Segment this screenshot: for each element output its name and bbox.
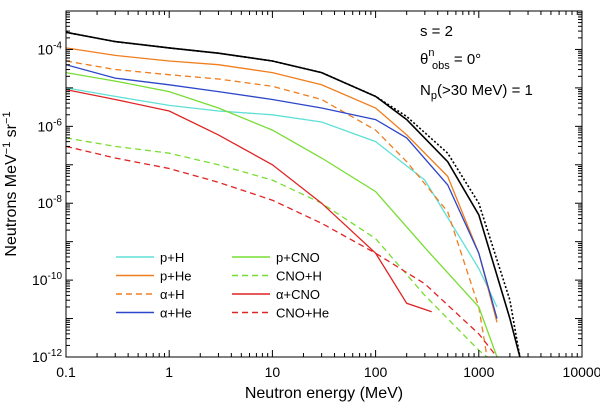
- annotation-theta-sup: n: [428, 47, 434, 59]
- annotation-np-rest: (>30 MeV) = 1: [437, 82, 533, 99]
- y-tick-base: 10: [38, 41, 54, 57]
- legend-label-p-plus-he: p+He: [160, 269, 191, 284]
- y-axis-title-exp2: −1: [1, 111, 13, 124]
- x-tick-label: 10: [265, 364, 281, 380]
- y-tick-label: 10-12: [32, 348, 62, 365]
- y-axis-title: Neutrons MeV−1 sr−1: [1, 111, 20, 256]
- annotation-box: s = 2 θn obs = 0° Np(>30 MeV) = 1: [420, 23, 533, 102]
- y-axis-title-main: Neutrons MeV: [3, 154, 20, 257]
- legend-label-alpha-plus-h: α+H: [160, 287, 185, 302]
- annotation-theta-sub: obs: [432, 60, 450, 72]
- series-line-p-plus-he: [66, 47, 498, 323]
- y-tick-base: 10: [32, 349, 48, 365]
- y-tick-exp: -12: [48, 348, 63, 359]
- y-axis-title-exp: −1: [1, 142, 13, 155]
- annotation-np: Np(>30 MeV) = 1: [420, 82, 533, 102]
- series-line-alpha-plus-h: [66, 60, 488, 357]
- legend-label-cno-plus-he: CNO+He: [276, 306, 329, 321]
- y-tick-label: 10-4: [38, 40, 63, 57]
- series-line-cno-plus-he: [66, 145, 498, 357]
- legend-label-p-plus-cno: p+CNO: [276, 250, 320, 265]
- legend-label-alpha-plus-cno: α+CNO: [276, 287, 320, 302]
- annotation-theta-symbol: θ: [420, 51, 428, 68]
- series-line-p-plus-cno: [66, 71, 498, 357]
- curves-layer: [66, 31, 521, 357]
- plot-frame: [65, 10, 583, 358]
- annotation-np-sub: p: [431, 90, 437, 102]
- legend-label-alpha-plus-he: α+He: [160, 306, 192, 321]
- series-line-alpha-plus-cno: [66, 88, 432, 313]
- legend-label-cno-plus-h: CNO+H: [276, 269, 322, 284]
- x-tick-label: 100: [364, 364, 388, 380]
- annotation-np-n: N: [420, 82, 431, 99]
- x-tick-label: 10000: [563, 364, 600, 380]
- legend: p+H p+He α+H α+He p+CNO CNO+H α+CNO CNO+He: [116, 250, 329, 321]
- series-line-cno-plus-h: [66, 137, 488, 357]
- series-line-total-dotted: [66, 31, 521, 357]
- annotation-s: s = 2: [420, 23, 453, 40]
- x-axis-title: Neutron energy (MeV): [245, 385, 403, 402]
- y-axis-title-sr: sr: [3, 123, 20, 141]
- legend-label-p-plus-h: p+H: [160, 250, 184, 265]
- annotation-theta-rest: = 0°: [450, 51, 481, 68]
- y-tick-exp: -8: [53, 194, 62, 205]
- y-tick-base: 10: [38, 118, 54, 134]
- x-tick-label: 0.1: [56, 364, 76, 380]
- x-tick-label: 1000: [463, 364, 494, 380]
- series-line-alpha-plus-he: [66, 64, 498, 319]
- axis-ticks: [65, 11, 582, 358]
- x-tick-labels: 0.1 1 10 100 1000 10000: [56, 364, 600, 380]
- y-tick-label: 10-10: [32, 271, 62, 288]
- y-tick-exp: -10: [48, 271, 63, 282]
- y-tick-label: 10-8: [38, 194, 63, 211]
- y-tick-label: 10-6: [38, 117, 63, 134]
- annotation-theta: θn obs = 0°: [420, 47, 481, 72]
- y-tick-exp: -4: [53, 40, 62, 51]
- y-tick-exp: -6: [53, 117, 62, 128]
- y-tick-base: 10: [32, 272, 48, 288]
- x-tick-label: 1: [165, 364, 173, 380]
- y-tick-base: 10: [38, 195, 54, 211]
